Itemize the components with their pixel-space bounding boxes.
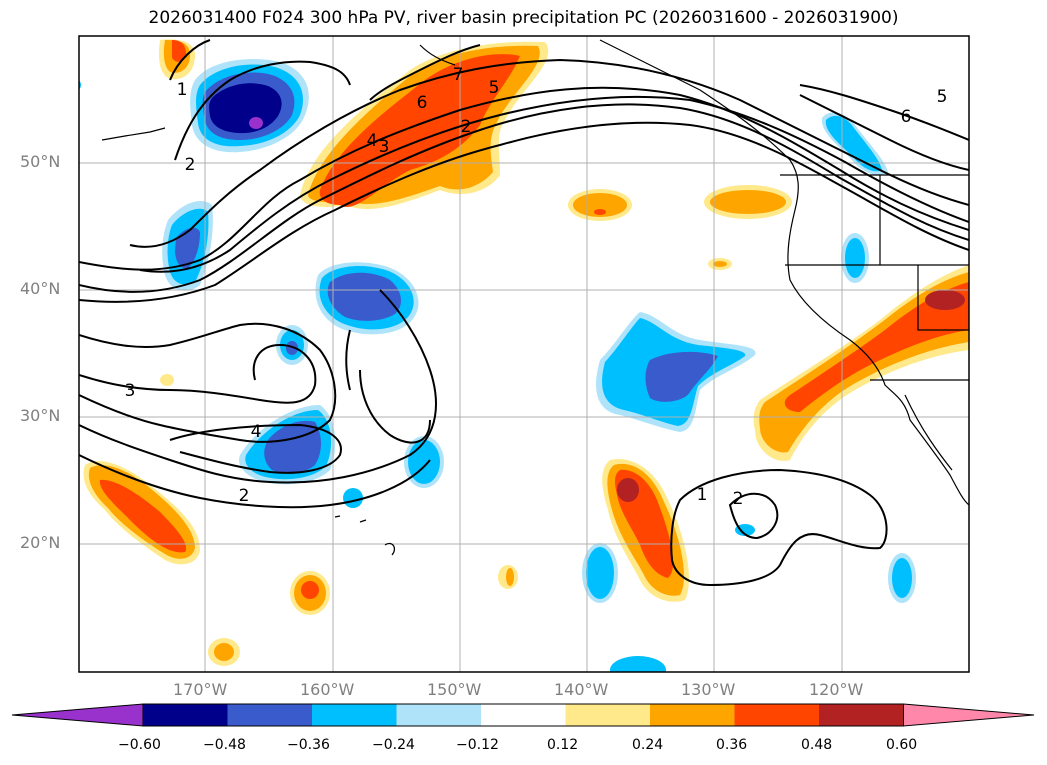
lon-label: 130°W xyxy=(681,680,736,699)
colorbar-segment xyxy=(565,704,651,726)
colorbar-segment xyxy=(819,704,904,726)
graticule xyxy=(79,36,969,672)
contour-label: 2 xyxy=(239,486,250,506)
contour-label: 6 xyxy=(901,107,912,127)
colorbar-segment xyxy=(734,704,820,726)
pv-contours xyxy=(79,39,969,587)
colorbar xyxy=(11,703,1035,727)
lon-label: 150°W xyxy=(427,680,482,699)
contour-label: 3 xyxy=(379,137,390,157)
colorbar-extend-min xyxy=(11,703,144,727)
map-frame xyxy=(78,35,970,673)
contour-label: 1 xyxy=(697,485,708,505)
lat-label: 20°N xyxy=(20,533,61,552)
colorbar-tick-label: −0.48 xyxy=(203,737,246,753)
colorbar-extend-max xyxy=(903,703,1035,727)
contour-label: 3 xyxy=(125,381,136,401)
colorbar-tick-label: −0.60 xyxy=(118,737,161,753)
lat-label: 40°N xyxy=(20,279,61,298)
colorbar-tick-label: −0.12 xyxy=(456,737,499,753)
contour-label: 2 xyxy=(733,489,744,509)
lat-label: 50°N xyxy=(20,152,61,171)
colorbar-segment xyxy=(227,704,313,726)
lon-label: 120°W xyxy=(809,680,864,699)
colorbar-segment xyxy=(396,704,482,726)
negative-anomaly-fills xyxy=(79,59,916,672)
colorbar-tick-label: 0.48 xyxy=(801,737,833,753)
colorbar-tick-label: 0.60 xyxy=(886,737,918,753)
contour-label: 4 xyxy=(367,131,378,151)
contour-label: 2 xyxy=(461,117,472,137)
colorbar-tick-label: 0.36 xyxy=(716,737,748,753)
colorbar-segment xyxy=(650,704,735,726)
colorbar-frame xyxy=(142,703,904,727)
map-title: 2026031400 F024 300 hPa PV, river basin … xyxy=(148,8,899,28)
lon-label: 170°W xyxy=(173,680,228,699)
colorbar-tick-label: −0.24 xyxy=(372,737,415,753)
colorbar-segment xyxy=(312,704,397,726)
lon-label: 140°W xyxy=(554,680,609,699)
colorbar-segment xyxy=(481,704,566,726)
colorbar-tick-label: 0.12 xyxy=(547,737,579,753)
contour-label: 1 xyxy=(177,80,188,100)
lon-label: 160°W xyxy=(300,680,355,699)
colorbar-segment xyxy=(143,704,228,726)
contour-labels: 1 2 4 3 6 7 2 5 5 6 3 4 2 1 2 xyxy=(125,65,948,509)
map-plot-area: 1 2 4 3 6 7 2 5 5 6 3 4 2 1 2 xyxy=(79,36,969,672)
positive-anomaly-fills xyxy=(83,39,969,666)
contour-label: 7 xyxy=(453,65,464,85)
lat-label: 30°N xyxy=(20,406,61,425)
coastlines xyxy=(101,39,969,556)
colorbar-tick-label: −0.36 xyxy=(287,737,330,753)
contour-label: 5 xyxy=(937,87,948,107)
contour-label: 4 xyxy=(251,422,262,442)
contour-label: 5 xyxy=(489,78,500,98)
contour-label: 6 xyxy=(417,93,428,113)
contour-label: 2 xyxy=(185,155,196,175)
colorbar-tick-label: 0.24 xyxy=(632,737,664,753)
